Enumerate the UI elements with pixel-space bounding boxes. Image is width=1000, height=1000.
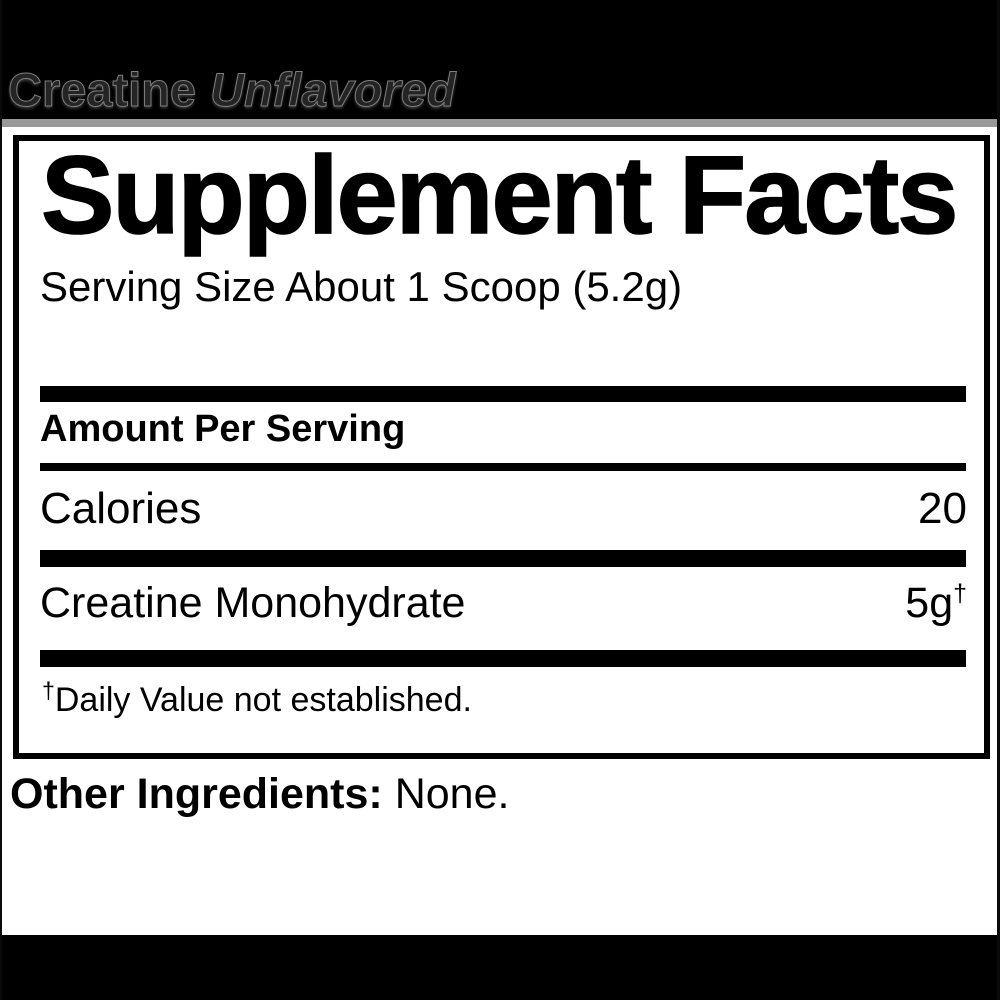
nutrient-name: Creatine Monohydrate <box>40 579 466 627</box>
nutrient-name: Calories <box>40 484 202 533</box>
nutrient-value: 5g† <box>905 579 967 627</box>
amount-per-serving-heading: Amount Per Serving <box>40 408 406 450</box>
serving-size-text: Serving Size About 1 Scoop (5.2g) <box>40 263 683 310</box>
left-edge-strip <box>0 0 2 1000</box>
product-name: Creatine <box>7 63 197 116</box>
nutrient-row-calories: Calories 20 <box>40 484 967 533</box>
nutrient-row-creatine: Creatine Monohydrate 5g† <box>40 579 967 627</box>
supplement-facts-panel: Supplement Facts Serving Size About 1 Sc… <box>13 135 990 759</box>
supplement-facts-title: Supplement Facts <box>40 134 959 257</box>
daily-value-footnote: †Daily Value not established. <box>42 677 472 720</box>
nutrient-value: 20 <box>918 484 967 533</box>
thin-divider-bar <box>40 463 966 471</box>
right-edge-strip <box>997 0 1000 1000</box>
bottom-banner <box>0 935 1000 1000</box>
dagger-superscript: † <box>42 677 55 704</box>
other-ingredients: Other Ingredients: None. <box>10 770 509 819</box>
dagger-superscript: † <box>953 579 967 608</box>
thick-divider-bar <box>40 650 966 667</box>
other-ingredients-label: Other Ingredients: <box>10 770 383 818</box>
top-banner: Creatine Unflavored <box>0 0 1000 119</box>
footnote-text: Daily Value not established. <box>54 681 472 719</box>
product-flavor: Unflavored <box>210 63 456 116</box>
other-ingredients-value: None. <box>394 770 510 818</box>
product-title: Creatine Unflavored <box>7 63 456 116</box>
gray-divider-line <box>0 119 1000 127</box>
thick-divider-bar <box>40 550 966 567</box>
thick-divider-bar <box>40 386 966 402</box>
